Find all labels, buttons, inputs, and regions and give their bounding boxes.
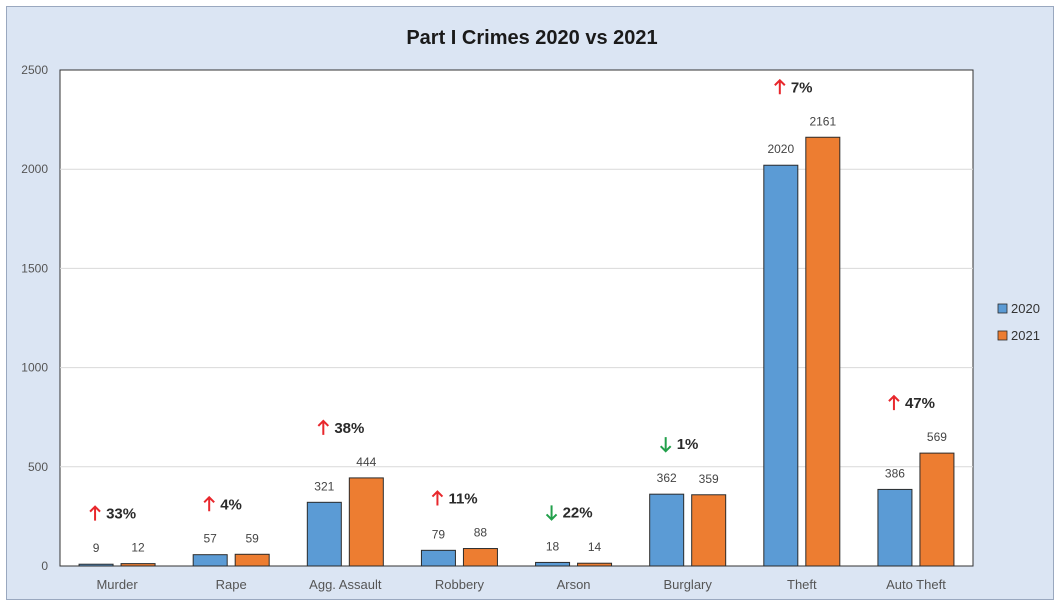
change-annotation: 1%	[659, 436, 699, 453]
y-tick-label: 1000	[21, 361, 48, 375]
legend-swatch	[997, 303, 1008, 314]
bar-2021	[919, 452, 955, 567]
change-percent: 22%	[563, 504, 593, 521]
category-labels: Murder Rape Agg. Assault Robbery Arson Burgla…	[96, 577, 946, 592]
change-annotation: 11%	[431, 490, 478, 508]
change-annotation: 7%	[774, 78, 813, 96]
data-label: 359	[699, 472, 719, 486]
category-label: Arson	[557, 577, 591, 592]
bar-2020	[192, 554, 228, 567]
category-label: Auto Theft	[886, 577, 946, 592]
y-axis-ticks: 0 500 1000 1500 2000 2500	[21, 63, 48, 573]
category-label: Robbery	[435, 577, 485, 592]
data-label: 569	[927, 430, 947, 444]
change-annotation: 38%	[317, 419, 364, 437]
category-label: Burglary	[663, 577, 712, 592]
data-label: 14	[588, 540, 602, 554]
category-label: Murder	[96, 577, 138, 592]
bar-2020	[763, 164, 799, 567]
bar-2020	[306, 501, 342, 567]
y-tick-label: 2000	[21, 162, 48, 176]
arrow-up-icon	[774, 78, 786, 95]
data-label: 362	[657, 471, 677, 485]
data-label: 2020	[767, 142, 794, 156]
bar-2020	[649, 493, 685, 567]
change-annotation: 4%	[203, 495, 242, 513]
change-percent: 38%	[334, 420, 364, 437]
bars	[78, 136, 955, 567]
bar-2021	[348, 477, 384, 567]
bar-2020	[535, 561, 571, 567]
category-label: Agg. Assault	[309, 577, 382, 592]
chart-title: Part I Crimes 2020 vs 2021	[406, 27, 657, 49]
bar-2021	[120, 563, 156, 567]
legend-label: 2021	[1011, 328, 1040, 343]
bar-2020	[78, 563, 114, 567]
data-label: 18	[546, 539, 560, 553]
data-label: 12	[131, 541, 145, 555]
change-annotation: 47%	[888, 394, 935, 412]
change-percent: 33%	[106, 506, 136, 523]
bar-2021	[462, 548, 498, 567]
legend: 2020 2021	[997, 301, 1040, 343]
bar-2021	[577, 562, 613, 567]
legend-swatch	[997, 330, 1008, 341]
bar-2020	[420, 549, 456, 567]
arrow-up-icon	[431, 490, 444, 506]
change-percent: 11%	[448, 491, 477, 508]
data-label: 321	[314, 479, 334, 493]
arrow-down-icon	[545, 505, 558, 521]
data-label: 2161	[809, 114, 836, 128]
data-label: 88	[474, 526, 488, 540]
change-annotation: 33%	[89, 505, 136, 523]
change-percent: 1%	[677, 436, 699, 453]
arrow-down-icon	[659, 437, 672, 453]
bar-2021	[691, 494, 727, 567]
y-tick-label: 2500	[21, 63, 48, 77]
data-label: 59	[246, 531, 260, 545]
data-label: 9	[93, 541, 100, 555]
change-annotations: 33% 4% 38% 11% 22% 1% 7% 47%	[89, 78, 935, 523]
change-percent: 47%	[905, 395, 935, 412]
bar-2020	[877, 488, 913, 567]
category-label: Rape	[216, 577, 247, 592]
data-label: 386	[885, 466, 905, 480]
change-percent: 7%	[791, 79, 813, 96]
legend-label: 2020	[1011, 301, 1040, 316]
arrow-up-icon	[89, 505, 101, 521]
bar-2021	[805, 136, 841, 567]
change-annotation: 22%	[545, 504, 593, 521]
arrow-up-icon	[317, 419, 330, 435]
y-tick-label: 0	[41, 559, 48, 573]
y-tick-label: 1500	[21, 261, 48, 275]
data-label: 57	[204, 532, 218, 546]
y-tick-label: 500	[28, 460, 48, 474]
data-labels: 9 12 57 59 321 444 79 88 18 14 362 359 2020 2161 386 56…	[93, 114, 948, 555]
change-percent: 4%	[220, 496, 242, 513]
data-label: 79	[432, 527, 446, 541]
arrow-up-icon	[888, 394, 900, 411]
legend-item: 2021	[997, 328, 1040, 343]
bar-2021	[234, 553, 270, 567]
data-label: 444	[356, 455, 376, 469]
legend-item: 2020	[997, 301, 1040, 316]
arrow-up-icon	[203, 495, 215, 512]
category-label: Theft	[787, 577, 817, 592]
